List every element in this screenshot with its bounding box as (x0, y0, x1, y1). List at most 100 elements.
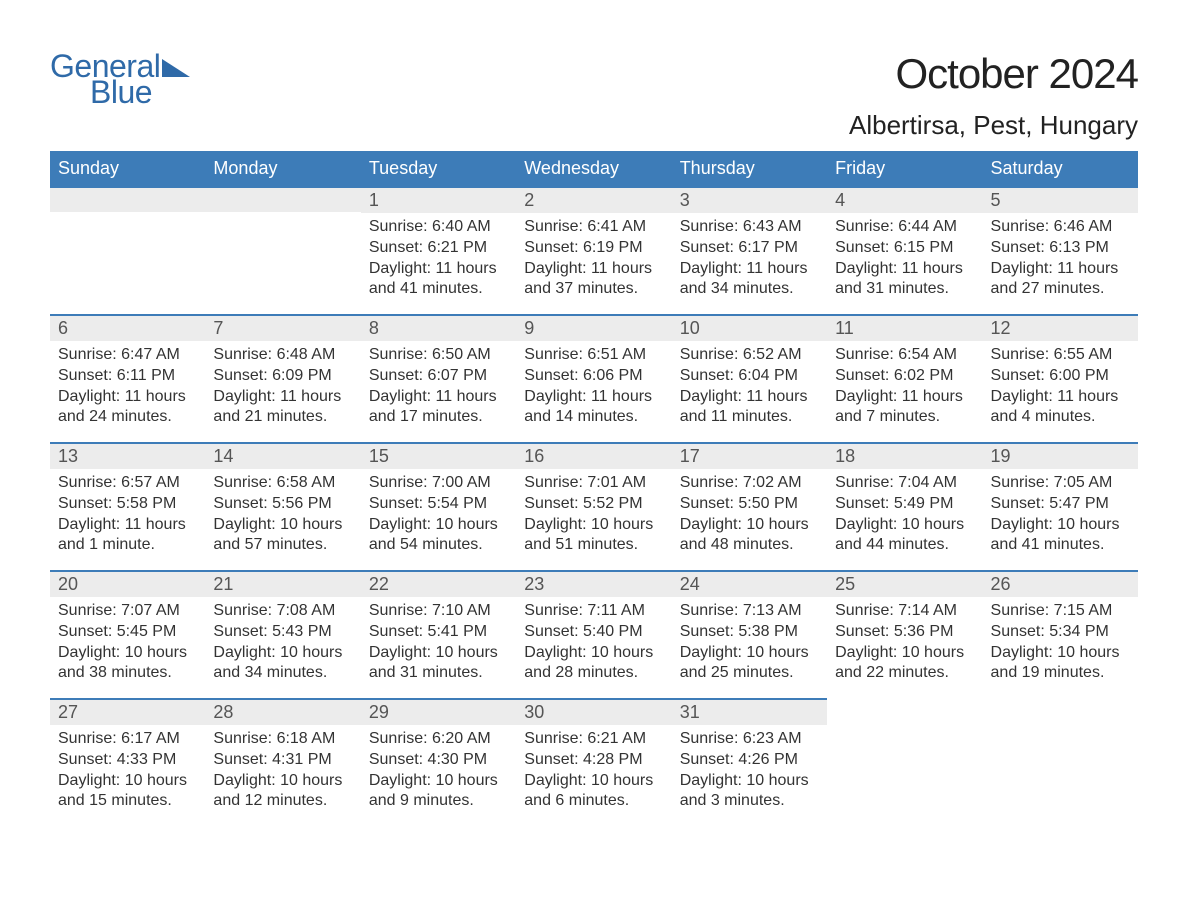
weekday-header: Thursday (672, 151, 827, 186)
day-line-dl2: and 28 minutes. (524, 663, 663, 684)
day-cell: 13Sunrise: 6:57 AMSunset: 5:58 PMDayligh… (50, 442, 205, 570)
logo: General Blue (50, 50, 190, 108)
day-line-sunrise: Sunrise: 7:02 AM (680, 473, 819, 494)
day-cell: 29Sunrise: 6:20 AMSunset: 4:30 PMDayligh… (361, 698, 516, 826)
day-line-sunset: Sunset: 6:11 PM (58, 366, 197, 387)
day-line-dl2: and 25 minutes. (680, 663, 819, 684)
day-body: Sunrise: 7:01 AMSunset: 5:52 PMDaylight:… (516, 469, 671, 568)
day-cell: 31Sunrise: 6:23 AMSunset: 4:26 PMDayligh… (672, 698, 827, 826)
day-body: Sunrise: 6:40 AMSunset: 6:21 PMDaylight:… (361, 213, 516, 312)
day-line-dl1: Daylight: 11 hours (991, 259, 1130, 280)
day-line-dl2: and 38 minutes. (58, 663, 197, 684)
day-body: Sunrise: 7:04 AMSunset: 5:49 PMDaylight:… (827, 469, 982, 568)
day-number: 14 (205, 442, 360, 469)
day-body: Sunrise: 7:11 AMSunset: 5:40 PMDaylight:… (516, 597, 671, 696)
day-body: Sunrise: 6:46 AMSunset: 6:13 PMDaylight:… (983, 213, 1138, 312)
day-body: Sunrise: 6:17 AMSunset: 4:33 PMDaylight:… (50, 725, 205, 824)
day-line-dl2: and 27 minutes. (991, 279, 1130, 300)
day-body: Sunrise: 7:14 AMSunset: 5:36 PMDaylight:… (827, 597, 982, 696)
day-number: 22 (361, 570, 516, 597)
day-body: Sunrise: 7:05 AMSunset: 5:47 PMDaylight:… (983, 469, 1138, 568)
day-number: 12 (983, 314, 1138, 341)
day-line-dl2: and 4 minutes. (991, 407, 1130, 428)
day-cell: 10Sunrise: 6:52 AMSunset: 6:04 PMDayligh… (672, 314, 827, 442)
day-line-sunset: Sunset: 6:17 PM (680, 238, 819, 259)
day-line-dl2: and 9 minutes. (369, 791, 508, 812)
day-number: 30 (516, 698, 671, 725)
day-body: Sunrise: 7:15 AMSunset: 5:34 PMDaylight:… (983, 597, 1138, 696)
day-body: Sunrise: 7:00 AMSunset: 5:54 PMDaylight:… (361, 469, 516, 568)
day-line-dl1: Daylight: 10 hours (369, 515, 508, 536)
day-line-sunset: Sunset: 6:21 PM (369, 238, 508, 259)
day-cell (50, 186, 205, 314)
day-body: Sunrise: 7:07 AMSunset: 5:45 PMDaylight:… (50, 597, 205, 696)
day-line-dl2: and 24 minutes. (58, 407, 197, 428)
day-line-dl2: and 44 minutes. (835, 535, 974, 556)
day-body: Sunrise: 6:51 AMSunset: 6:06 PMDaylight:… (516, 341, 671, 440)
day-number: 16 (516, 442, 671, 469)
day-line-dl2: and 17 minutes. (369, 407, 508, 428)
day-line-sunrise: Sunrise: 6:52 AM (680, 345, 819, 366)
weekday-header: Monday (205, 151, 360, 186)
day-line-sunset: Sunset: 4:33 PM (58, 750, 197, 771)
day-number: 23 (516, 570, 671, 597)
day-number: 2 (516, 186, 671, 213)
day-line-sunset: Sunset: 4:26 PM (680, 750, 819, 771)
day-number: 1 (361, 186, 516, 213)
day-body: Sunrise: 7:02 AMSunset: 5:50 PMDaylight:… (672, 469, 827, 568)
day-line-sunset: Sunset: 5:56 PM (213, 494, 352, 515)
day-line-sunset: Sunset: 5:54 PM (369, 494, 508, 515)
day-line-dl1: Daylight: 11 hours (524, 259, 663, 280)
day-line-sunrise: Sunrise: 6:54 AM (835, 345, 974, 366)
day-body: Sunrise: 6:58 AMSunset: 5:56 PMDaylight:… (205, 469, 360, 568)
day-line-sunset: Sunset: 4:28 PM (524, 750, 663, 771)
day-line-dl1: Daylight: 10 hours (213, 643, 352, 664)
day-line-dl1: Daylight: 10 hours (524, 515, 663, 536)
day-cell: 18Sunrise: 7:04 AMSunset: 5:49 PMDayligh… (827, 442, 982, 570)
day-cell: 1Sunrise: 6:40 AMSunset: 6:21 PMDaylight… (361, 186, 516, 314)
day-line-dl1: Daylight: 11 hours (991, 387, 1130, 408)
day-line-sunset: Sunset: 5:58 PM (58, 494, 197, 515)
day-line-sunset: Sunset: 6:19 PM (524, 238, 663, 259)
day-line-dl1: Daylight: 10 hours (58, 771, 197, 792)
day-number: 21 (205, 570, 360, 597)
day-line-dl1: Daylight: 10 hours (213, 771, 352, 792)
day-line-dl1: Daylight: 11 hours (58, 387, 197, 408)
day-body: Sunrise: 6:21 AMSunset: 4:28 PMDaylight:… (516, 725, 671, 824)
day-line-dl2: and 37 minutes. (524, 279, 663, 300)
day-line-dl2: and 15 minutes. (58, 791, 197, 812)
day-line-sunset: Sunset: 5:49 PM (835, 494, 974, 515)
logo-triangle-icon (162, 59, 190, 77)
day-line-dl2: and 41 minutes. (369, 279, 508, 300)
day-line-dl2: and 12 minutes. (213, 791, 352, 812)
day-line-dl2: and 31 minutes. (369, 663, 508, 684)
day-body: Sunrise: 7:10 AMSunset: 5:41 PMDaylight:… (361, 597, 516, 696)
weekday-header: Sunday (50, 151, 205, 186)
day-line-sunrise: Sunrise: 6:43 AM (680, 217, 819, 238)
day-line-dl1: Daylight: 11 hours (680, 259, 819, 280)
day-number: 15 (361, 442, 516, 469)
day-cell: 6Sunrise: 6:47 AMSunset: 6:11 PMDaylight… (50, 314, 205, 442)
day-cell: 30Sunrise: 6:21 AMSunset: 4:28 PMDayligh… (516, 698, 671, 826)
day-line-dl2: and 19 minutes. (991, 663, 1130, 684)
day-number: 10 (672, 314, 827, 341)
day-number: 13 (50, 442, 205, 469)
day-cell: 11Sunrise: 6:54 AMSunset: 6:02 PMDayligh… (827, 314, 982, 442)
day-line-sunset: Sunset: 6:00 PM (991, 366, 1130, 387)
day-line-dl2: and 1 minute. (58, 535, 197, 556)
day-line-sunset: Sunset: 5:47 PM (991, 494, 1130, 515)
day-number: 26 (983, 570, 1138, 597)
day-line-sunrise: Sunrise: 6:57 AM (58, 473, 197, 494)
day-body: Sunrise: 6:43 AMSunset: 6:17 PMDaylight:… (672, 213, 827, 312)
month-title: October 2024 (849, 50, 1138, 98)
day-line-sunset: Sunset: 5:40 PM (524, 622, 663, 643)
day-line-sunrise: Sunrise: 6:23 AM (680, 729, 819, 750)
day-line-sunrise: Sunrise: 6:21 AM (524, 729, 663, 750)
day-body: Sunrise: 7:13 AMSunset: 5:38 PMDaylight:… (672, 597, 827, 696)
day-cell (205, 186, 360, 314)
day-number: 17 (672, 442, 827, 469)
day-line-sunset: Sunset: 5:50 PM (680, 494, 819, 515)
day-line-dl2: and 6 minutes. (524, 791, 663, 812)
calendar: SundayMondayTuesdayWednesdayThursdayFrid… (50, 151, 1138, 826)
day-cell: 9Sunrise: 6:51 AMSunset: 6:06 PMDaylight… (516, 314, 671, 442)
